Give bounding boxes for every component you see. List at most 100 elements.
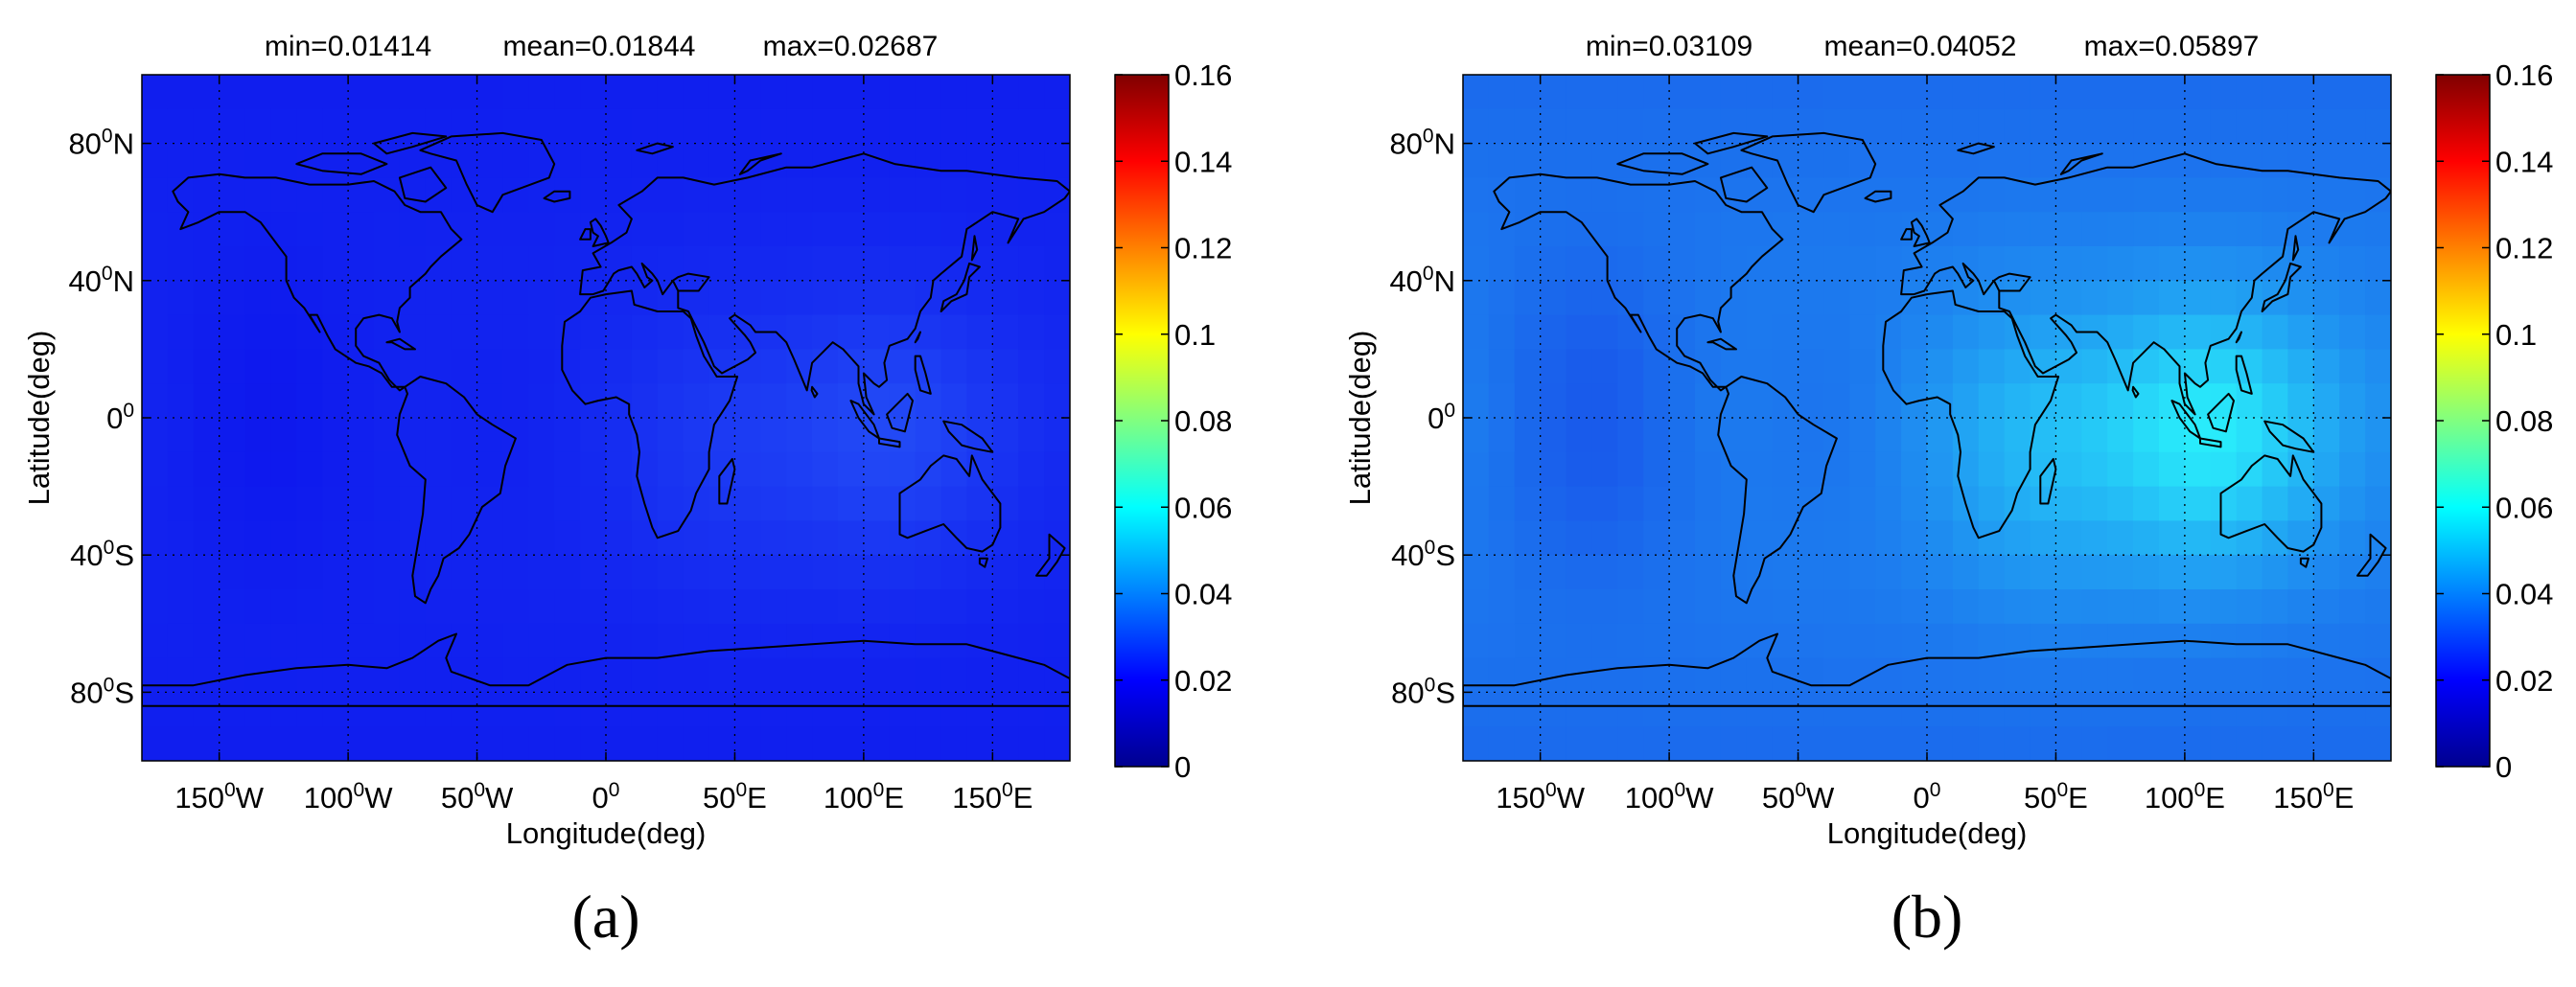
colorbar-tick-label: 0.08 [1174, 404, 1232, 438]
field-cell [476, 280, 504, 316]
field-cell [2030, 451, 2057, 488]
field-cell [786, 657, 813, 693]
field-cell [940, 314, 968, 350]
field-cell [2107, 383, 2134, 419]
field-cell [580, 383, 607, 419]
field-cell [2339, 555, 2366, 590]
field-cell [1591, 75, 1618, 110]
field-cell [270, 726, 297, 761]
field-cell [1018, 143, 1045, 178]
field-cell [734, 451, 761, 488]
field-cell [2184, 692, 2212, 727]
field-cell [1617, 143, 1644, 178]
field-cell [2055, 383, 2082, 419]
field-cell [348, 418, 375, 453]
coastline [2235, 331, 2242, 344]
field-cell [2313, 451, 2340, 488]
field-cell [270, 280, 297, 316]
field-cell [2081, 726, 2108, 761]
field-cell [1018, 314, 1045, 350]
field-cell [2236, 177, 2263, 213]
field-cell [1720, 486, 1748, 521]
field-cell [502, 212, 529, 247]
field-cell [1927, 451, 1954, 488]
field-cell [2030, 349, 2057, 384]
field-cell [1540, 383, 1567, 419]
field-cell [219, 451, 246, 488]
field-cell [2030, 246, 2057, 282]
field-cell [1901, 726, 1928, 761]
field-cell [915, 657, 942, 693]
field-cell [2339, 108, 2366, 145]
field-cell [760, 451, 787, 488]
field-cell [219, 143, 246, 178]
field-cell [2004, 657, 2031, 693]
field-cell [1849, 246, 1876, 282]
field-cell [838, 486, 865, 521]
x-tick-label: 500W [1762, 779, 1835, 815]
field-cell [399, 657, 427, 693]
field-cell [2236, 143, 2263, 178]
field-cell [2365, 418, 2391, 453]
field-cell [1927, 143, 1954, 178]
field-cell [1978, 280, 2006, 316]
field-cell [476, 623, 504, 659]
field-cell [167, 589, 195, 625]
field-cell [1772, 177, 1799, 213]
field-cell [554, 623, 581, 659]
field-cell [734, 589, 761, 625]
field-cell [2081, 692, 2108, 727]
field-cell [812, 383, 839, 419]
field-cell [889, 692, 917, 727]
field-cell [296, 75, 323, 110]
field-cell [502, 657, 529, 693]
field-cell [528, 520, 555, 556]
field-cell [786, 726, 813, 761]
field-cell [1591, 314, 1618, 350]
field-cell [2262, 75, 2289, 110]
field-cell [425, 486, 453, 521]
x-tick-label: 500E [2024, 779, 2088, 815]
field-cell [812, 212, 839, 247]
coastline [2235, 355, 2253, 395]
field-cell [193, 555, 220, 590]
field-cell [2365, 692, 2391, 727]
y-tick-label: 00 [106, 400, 134, 435]
field-cell [142, 246, 169, 282]
field-cell [889, 349, 917, 384]
field-cell [1823, 657, 1850, 693]
coastline [1706, 337, 1737, 351]
coastline [1717, 376, 1838, 605]
coastline [1035, 533, 1066, 577]
field-cell [889, 726, 917, 761]
coastline [2059, 152, 2103, 175]
field-cell [863, 280, 891, 316]
field-cell [270, 349, 297, 384]
field-cell [1772, 108, 1799, 145]
field-cell [863, 520, 891, 556]
field-cell [786, 280, 813, 316]
field-cell [2004, 108, 2031, 145]
coastline [398, 166, 448, 203]
field-cell [1617, 212, 1644, 247]
field-cell [2339, 212, 2366, 247]
field-cell [2313, 520, 2340, 556]
field-cell [451, 589, 478, 625]
field-cell [1823, 349, 1850, 384]
field-cell [2055, 212, 2082, 247]
field-cell [374, 349, 401, 384]
field-cell [1566, 108, 1593, 145]
field-cell [1514, 589, 1542, 625]
field-cell [631, 75, 659, 110]
x-tick-label: 500W [441, 779, 514, 815]
field-cell [2030, 692, 2057, 727]
field-cell [580, 75, 607, 110]
field-cell [2107, 280, 2134, 316]
field-cell [734, 623, 761, 659]
field-cell [1566, 623, 1593, 659]
field-cell [2339, 75, 2366, 110]
field-cell [708, 657, 736, 693]
field-cell [502, 280, 529, 316]
field-cell [838, 657, 865, 693]
field-cell [451, 486, 478, 521]
